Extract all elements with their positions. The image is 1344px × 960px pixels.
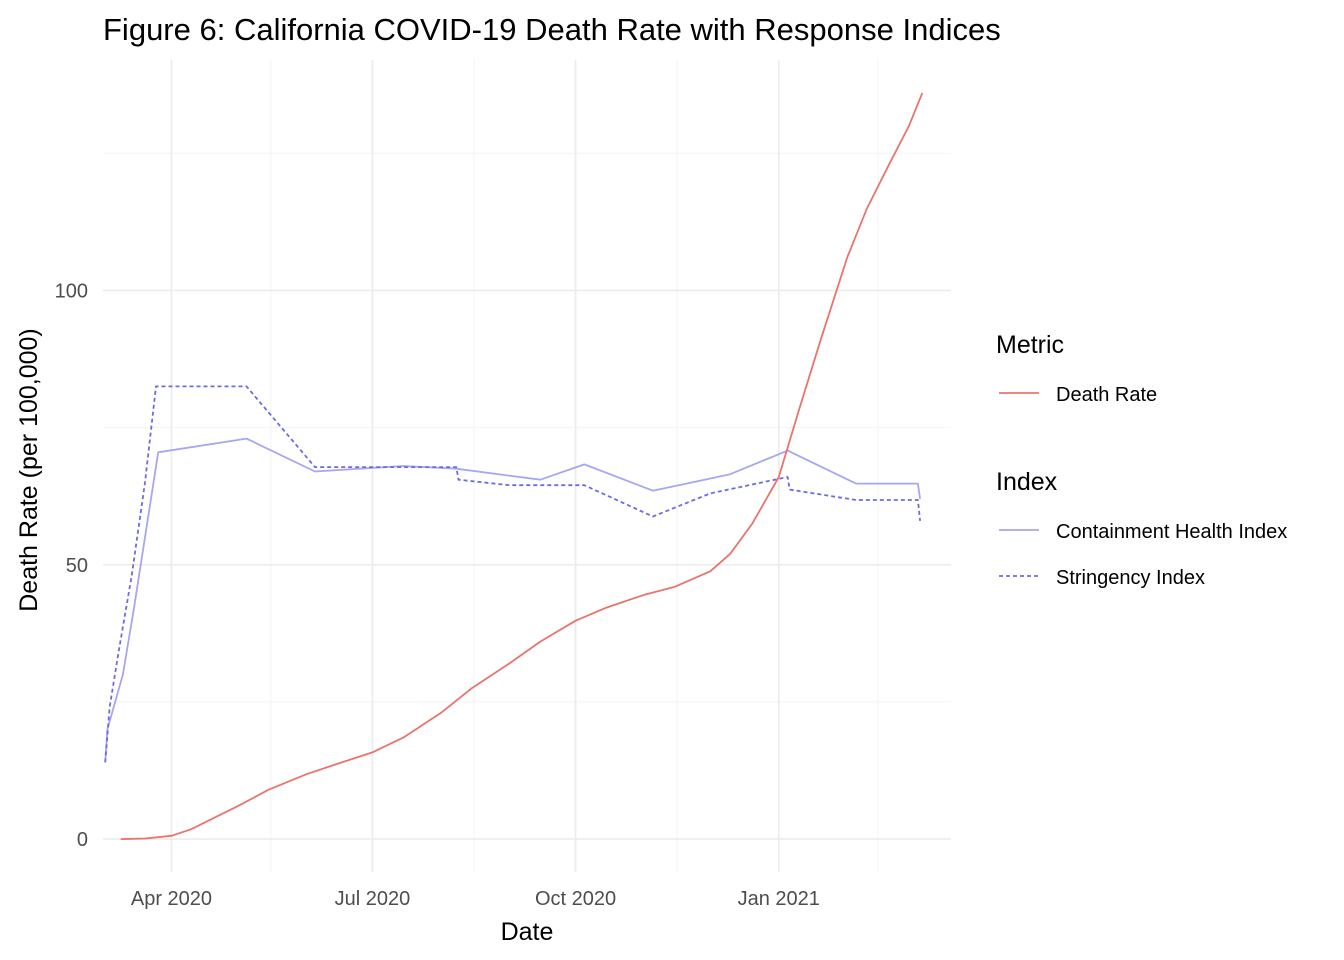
plot-series bbox=[104, 92, 924, 840]
legend: Metric Death Rate Index Containment Health … bbox=[996, 331, 1287, 589]
y-axis-title: Death Rate (per 100,000) bbox=[15, 328, 43, 612]
y-tick-label: 100 bbox=[55, 280, 88, 302]
legend-label: Stringency Index bbox=[1056, 567, 1205, 589]
series-line-death-rate bbox=[120, 92, 924, 840]
chart-title: Figure 6: California COVID-19 Death Rate… bbox=[103, 12, 1001, 47]
legend-title: Index bbox=[996, 468, 1058, 496]
x-tick-label: Jan 2021 bbox=[738, 888, 820, 910]
legend-label: Containment Health Index bbox=[1056, 521, 1287, 543]
x-tick-label: Jul 2020 bbox=[335, 888, 411, 910]
legend-title: Metric bbox=[996, 331, 1064, 359]
plot-grid bbox=[103, 60, 951, 872]
x-tick-label: Apr 2020 bbox=[131, 888, 212, 910]
y-tick-label: 50 bbox=[66, 555, 88, 577]
legend-label: Death Rate bbox=[1056, 384, 1157, 406]
y-tick-label: 0 bbox=[77, 829, 88, 851]
y-axis-tick-labels: 0 50 100 bbox=[55, 280, 88, 851]
series-line-stringency-index bbox=[104, 385, 921, 763]
series-line-containment-health-index bbox=[104, 437, 921, 763]
x-tick-label: Oct 2020 bbox=[535, 888, 616, 910]
x-axis-title: Date bbox=[501, 918, 554, 946]
x-axis-tick-labels: Apr 2020 Jul 2020 Oct 2020 Jan 2021 bbox=[131, 888, 820, 910]
